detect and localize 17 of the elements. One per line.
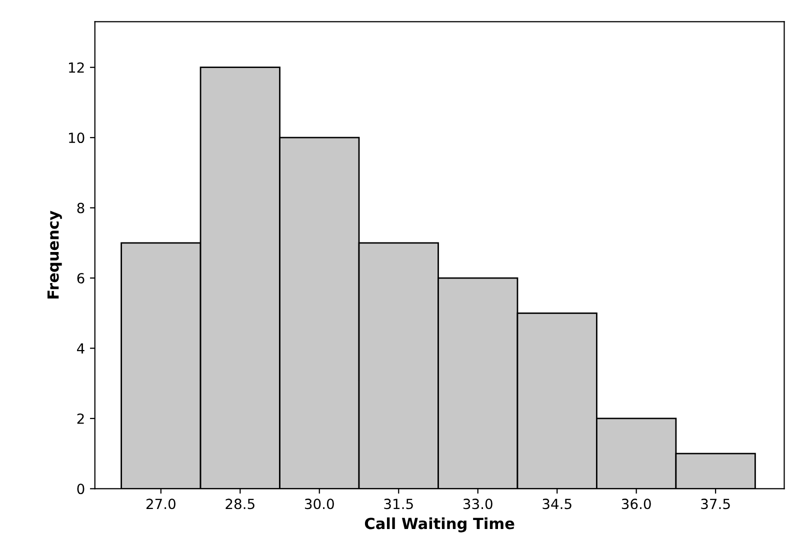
x-tick-label: 30.0	[304, 498, 334, 510]
x-tick-label: 28.5	[226, 498, 254, 510]
x-axis-title: Call Waiting Time	[364, 517, 514, 532]
y-tick-label: 6	[77, 273, 84, 284]
x-tick-label: 33.0	[463, 498, 492, 510]
y-tick-label: 8	[77, 202, 84, 214]
y-tick-label: 12	[69, 62, 84, 73]
x-tick-label: 27.0	[146, 498, 176, 510]
x-tick-label: 37.5	[701, 498, 730, 510]
y-tick-label: 0	[77, 484, 84, 494]
x-tick-label: 36.0	[622, 498, 651, 510]
y-tick-label: 4	[77, 343, 84, 354]
x-tick-label: 34.5	[542, 498, 572, 510]
y-axis-title: Frequency	[48, 210, 62, 299]
x-tick-label: 31.5	[384, 498, 413, 510]
y-tick-label: 2	[77, 413, 84, 424]
y-tick-label: 10	[69, 132, 84, 144]
